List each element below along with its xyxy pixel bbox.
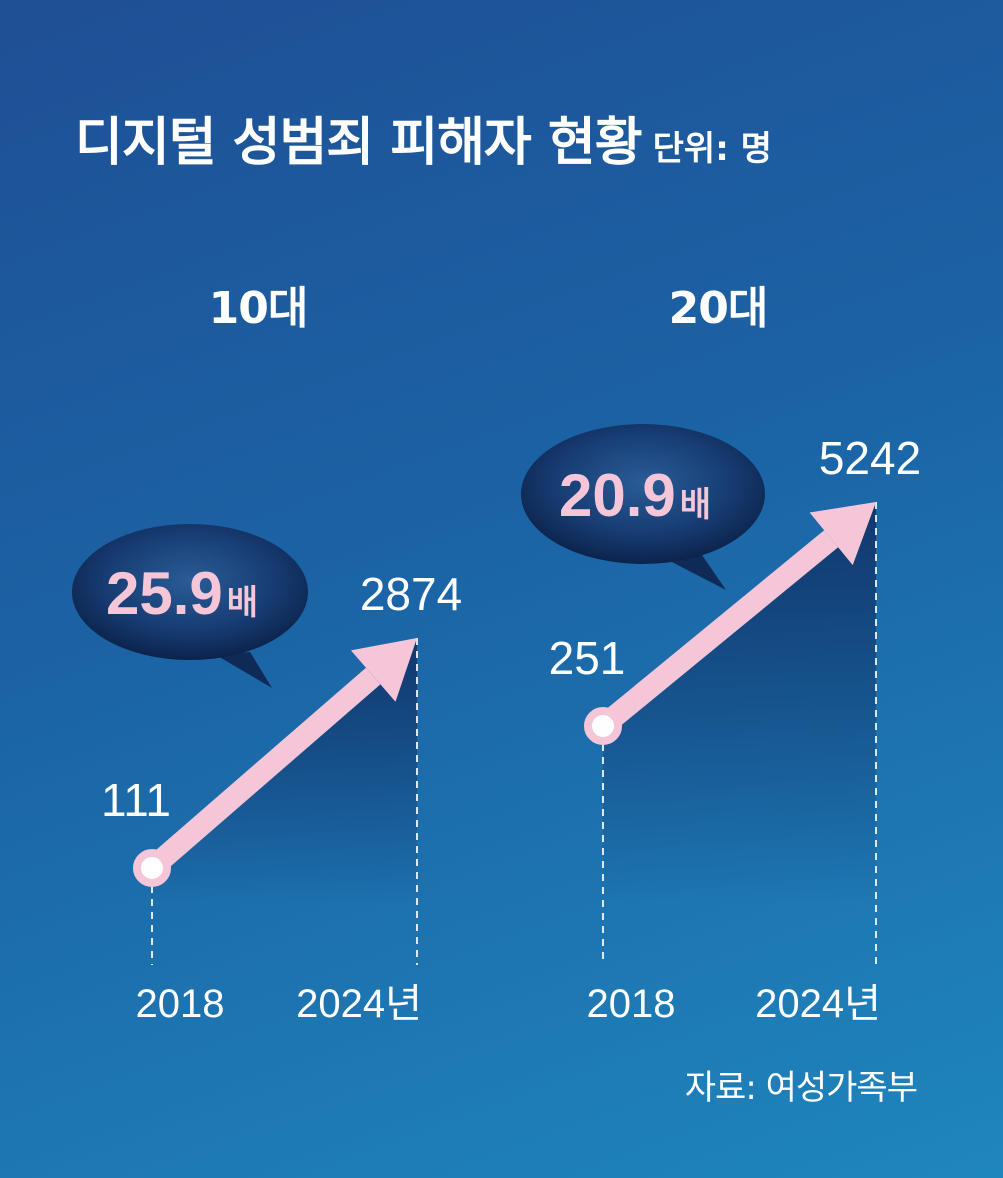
chart-title: 디지털 성범죄 피해자 현황	[75, 113, 643, 173]
ratio-suffix-teens: 배	[227, 583, 258, 623]
arrow-line-teens	[144, 667, 381, 877]
value-label-2018-twenties: 251	[549, 632, 626, 684]
tick-2018-teens: 2018	[136, 982, 225, 1026]
tick-2024-teens: 2024년	[296, 982, 422, 1026]
tick-2024-twenties: 2024년	[755, 982, 881, 1026]
ratio-bubble-teens	[72, 524, 308, 660]
ratio-bubble-twenties	[521, 424, 765, 564]
ratio-value-teens: 25.9	[106, 560, 223, 627]
arrow-head-teens	[350, 638, 417, 702]
bubble-tail-teens	[216, 652, 272, 688]
ratio-suffix-twenties: 배	[680, 485, 711, 525]
value-label-2024-teens: 2874	[360, 568, 462, 620]
unit-label: 단위: 명	[652, 129, 772, 169]
area-twenties	[603, 502, 876, 905]
ratio-label-teens: 25.9 배	[106, 560, 258, 627]
value-label-2018-teens: 111	[101, 774, 171, 826]
bubble-tail-twenties	[668, 555, 726, 590]
ratio-label-twenties: 20.9 배	[559, 462, 711, 529]
tick-2018-twenties: 2018	[587, 982, 676, 1026]
arrow-head-twenties	[809, 502, 876, 566]
arrow-line-twenties	[596, 530, 839, 735]
point-2018-twenties	[584, 707, 622, 745]
source-note: 자료: 여성가족부	[684, 1068, 918, 1108]
point-2018-teens	[133, 849, 171, 887]
panel-title-twenties: 20대	[668, 283, 769, 334]
value-label-2024-twenties: 5242	[819, 432, 921, 484]
panel-title-teens: 10대	[208, 283, 309, 334]
ratio-value-twenties: 20.9	[559, 462, 676, 529]
chart-header: 디지털 성범죄 피해자 현황 단위: 명	[75, 100, 772, 175]
